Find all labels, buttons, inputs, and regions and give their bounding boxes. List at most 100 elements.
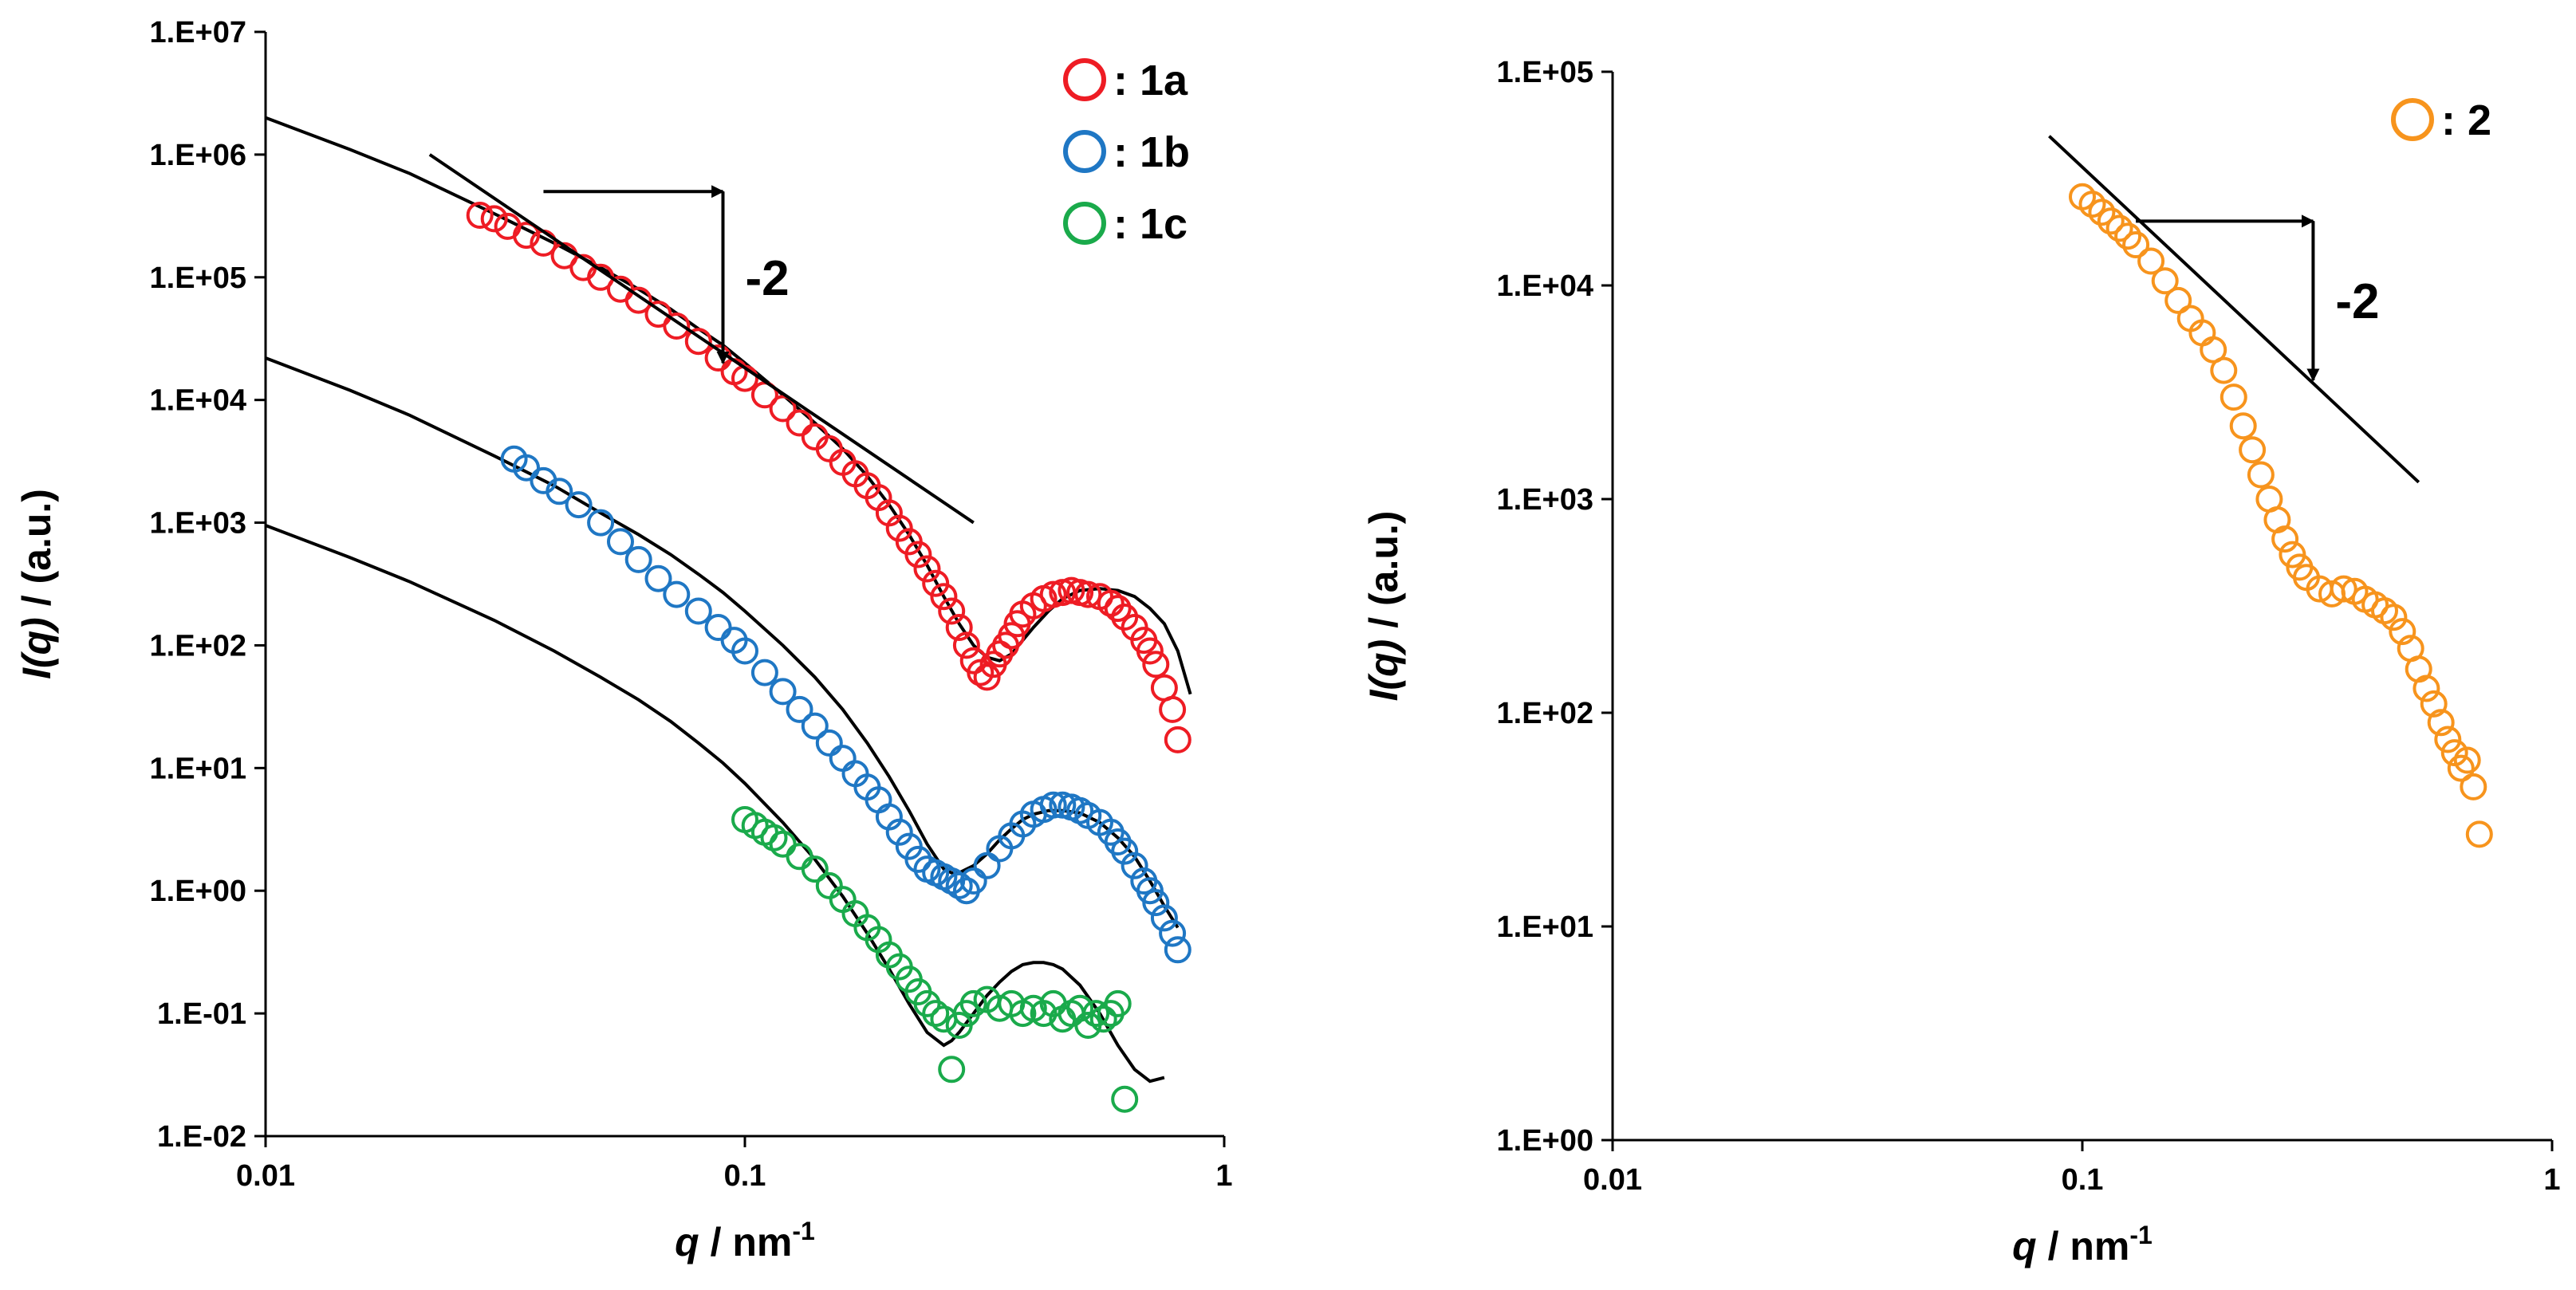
y-tick-label: 1.E+01 bbox=[150, 752, 247, 785]
data-point bbox=[1066, 994, 1094, 1022]
data-point bbox=[786, 695, 813, 723]
data-point bbox=[786, 843, 813, 871]
legend-label: : 2 bbox=[2441, 96, 2491, 144]
data-point bbox=[624, 286, 652, 314]
data-point bbox=[885, 514, 913, 542]
data-point bbox=[480, 205, 508, 233]
data-point bbox=[2097, 207, 2125, 235]
legend-label: : 1c bbox=[1113, 200, 1188, 248]
data-point bbox=[2330, 575, 2357, 603]
x-ticks-right: 0.01 0.1 1 bbox=[1583, 1140, 2561, 1197]
data-point bbox=[466, 202, 494, 229]
data-point bbox=[513, 222, 540, 250]
data-points-right bbox=[2069, 183, 2493, 848]
y-tick-label: 1.E+04 bbox=[1497, 269, 1594, 303]
legend-marker bbox=[1063, 130, 1106, 173]
data-point bbox=[2164, 286, 2192, 314]
y-tick-label: 1.E-01 bbox=[157, 997, 246, 1031]
data-point bbox=[1111, 1085, 1139, 1113]
data-point bbox=[913, 555, 941, 583]
data-point bbox=[1089, 1005, 1117, 1033]
data-point bbox=[565, 491, 593, 519]
legend-marker bbox=[1063, 58, 1106, 101]
data-point bbox=[2460, 773, 2487, 800]
data-point bbox=[973, 851, 1001, 879]
data-point bbox=[885, 818, 913, 846]
legend-marker bbox=[2391, 98, 2434, 141]
data-point bbox=[2247, 461, 2275, 489]
data-point bbox=[769, 678, 797, 706]
data-point bbox=[731, 637, 758, 665]
data-point bbox=[2200, 336, 2227, 364]
y-tick-label: 1.E+06 bbox=[150, 139, 247, 172]
data-point bbox=[2239, 436, 2267, 464]
data-point bbox=[829, 886, 857, 914]
data-point bbox=[959, 867, 987, 895]
data-point bbox=[1121, 851, 1148, 879]
data-point bbox=[1104, 989, 1132, 1017]
data-point bbox=[2420, 690, 2448, 718]
data-point bbox=[1074, 580, 1102, 608]
data-point bbox=[938, 597, 966, 625]
y-tick-label: 1.E-02 bbox=[157, 1120, 246, 1154]
slope-reference-line bbox=[428, 153, 975, 525]
data-points-left bbox=[466, 202, 1191, 1113]
data-point bbox=[930, 1005, 958, 1033]
data-point bbox=[904, 541, 932, 568]
data-point bbox=[801, 712, 829, 740]
legend-marker bbox=[1063, 202, 1106, 245]
data-point bbox=[2088, 199, 2116, 226]
data-point bbox=[2447, 754, 2475, 782]
data-point bbox=[1159, 695, 1187, 723]
data-point bbox=[2427, 709, 2455, 737]
data-point bbox=[945, 871, 973, 899]
data-point bbox=[922, 1000, 950, 1028]
data-point bbox=[938, 1056, 966, 1084]
data-point bbox=[1159, 919, 1187, 947]
slope-annotation-right: -2 bbox=[2048, 135, 2420, 484]
data-point bbox=[1136, 637, 1164, 665]
x-axis-title-left: q / nm-1 bbox=[675, 1217, 815, 1264]
data-point bbox=[801, 855, 829, 883]
data-point bbox=[1039, 791, 1067, 819]
slope-annotation-left: -2 bbox=[428, 153, 975, 525]
data-point bbox=[663, 580, 691, 608]
data-point bbox=[2210, 356, 2238, 384]
legend-right: : 2 bbox=[2391, 96, 2491, 144]
data-point bbox=[1150, 904, 1178, 932]
data-point bbox=[684, 328, 712, 356]
data-point bbox=[945, 614, 973, 641]
data-point bbox=[829, 745, 857, 773]
data-point bbox=[952, 631, 980, 659]
fit-curve-line bbox=[265, 356, 1180, 929]
data-point bbox=[546, 478, 573, 505]
y-tick-label: 1.E+03 bbox=[1497, 483, 1594, 517]
data-point bbox=[684, 597, 712, 625]
data-point bbox=[2434, 726, 2462, 753]
data-point bbox=[786, 409, 813, 437]
data-point bbox=[1142, 651, 1170, 678]
data-point bbox=[2229, 412, 2257, 440]
data-point bbox=[2114, 222, 2142, 250]
slope-label: -2 bbox=[745, 251, 789, 306]
chart-panel-left: 0.01 0.1 1 1.E-021.E-011.E+001.E+011.E+021… bbox=[14, 16, 1233, 1264]
data-point bbox=[2453, 746, 2481, 774]
data-point bbox=[913, 989, 941, 1017]
data-point bbox=[930, 583, 958, 611]
x-tick-label: 0.1 bbox=[724, 1159, 766, 1193]
data-point bbox=[624, 545, 652, 573]
chart-panel-right: 0.01 0.1 1 1.E+001.E+011.E+021.E+031.E+041… bbox=[1361, 56, 2561, 1268]
data-point bbox=[704, 614, 732, 641]
data-point bbox=[2220, 383, 2247, 411]
x-tick-label: 0.1 bbox=[2062, 1163, 2104, 1197]
x-ticks-left: 0.01 0.1 1 bbox=[236, 1136, 1233, 1193]
x-tick-label: 1 bbox=[1215, 1159, 1232, 1193]
data-point bbox=[1039, 580, 1067, 608]
data-point bbox=[815, 729, 843, 757]
data-point bbox=[2151, 267, 2179, 295]
data-point bbox=[644, 564, 672, 592]
y-axis-title-right: I(q) / (a.u.) bbox=[1361, 511, 1406, 702]
data-point bbox=[815, 435, 843, 462]
data-point bbox=[2122, 231, 2150, 258]
